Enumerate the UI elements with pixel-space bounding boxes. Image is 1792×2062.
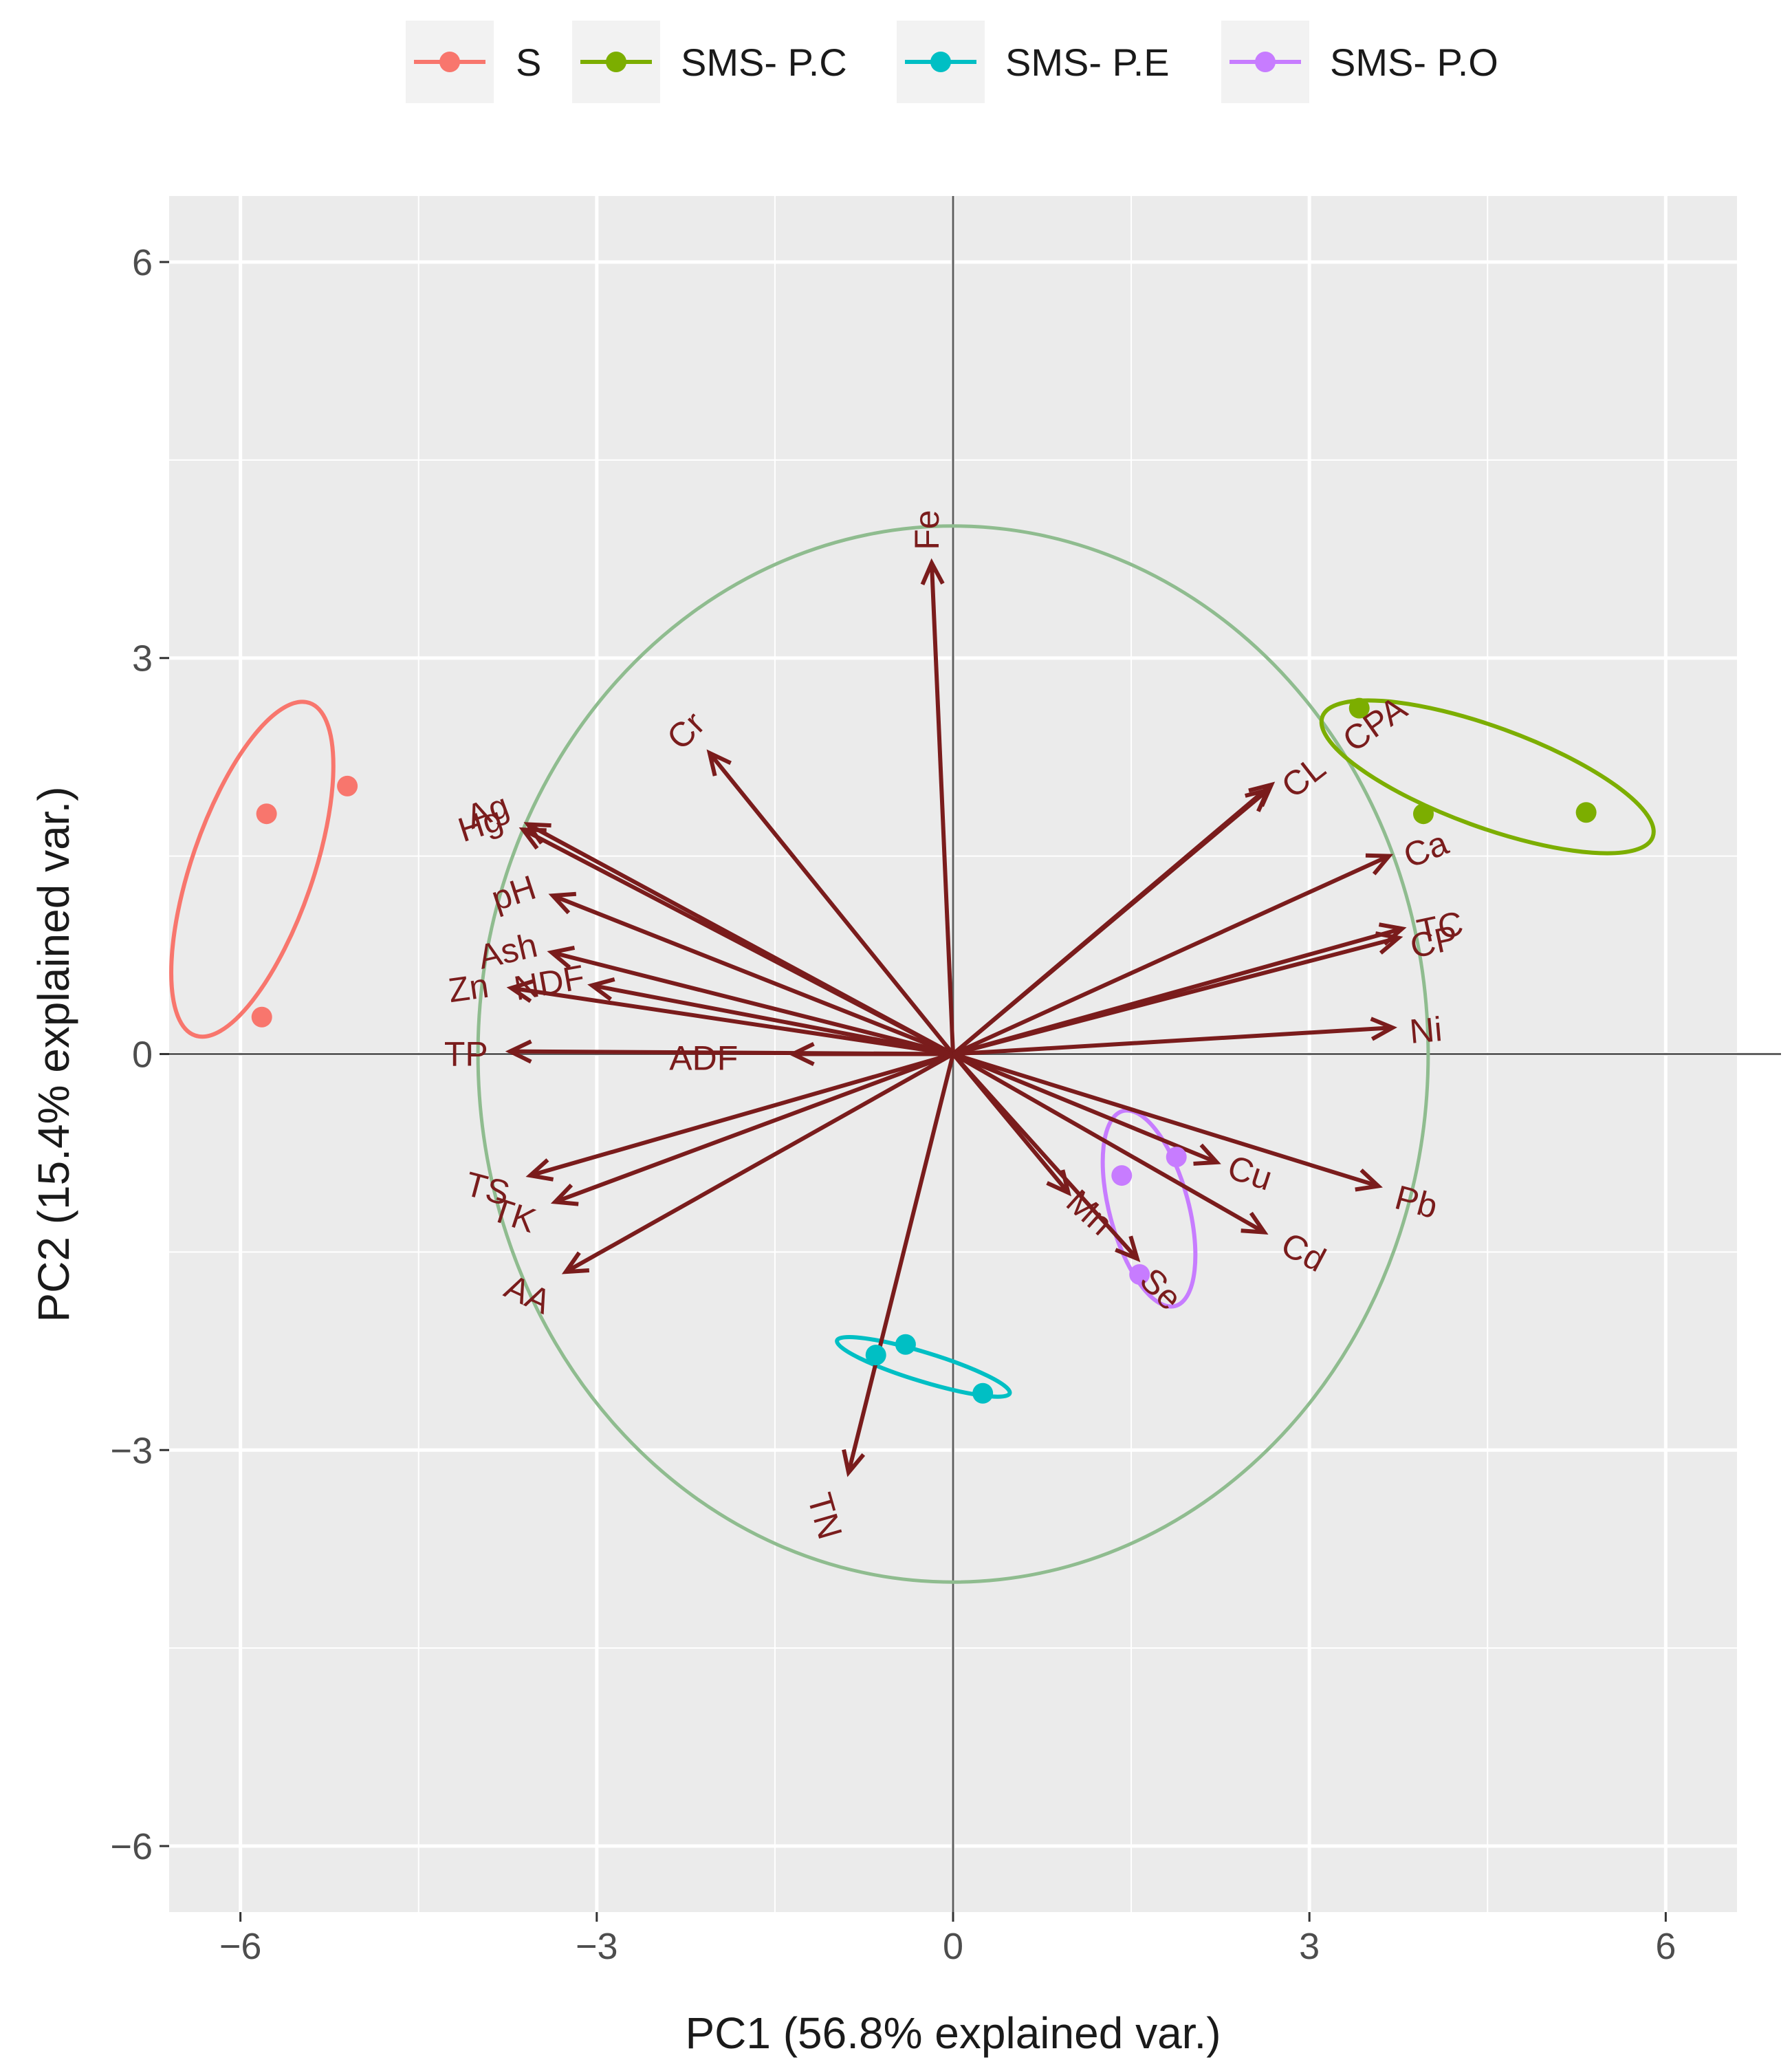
arrowhead-zn — [506, 979, 534, 1003]
arrow-cr — [708, 752, 955, 1056]
var-label-tc: TC — [1414, 904, 1467, 951]
arrowhead-cd — [1241, 1211, 1269, 1235]
loading-arrows — [505, 558, 1407, 1477]
arrowhead-tp — [505, 1039, 532, 1064]
x-tick-label: 0 — [943, 1926, 963, 1967]
arrow-fe — [929, 563, 955, 1054]
x-tick-label: 3 — [1299, 1926, 1320, 1967]
arrow-cp — [952, 935, 1399, 1056]
arrow-ph — [551, 893, 954, 1056]
arrowhead-cpa — [1248, 781, 1276, 807]
legend-key-point — [439, 52, 460, 72]
y-tick-label: −6 — [110, 1826, 153, 1867]
arrow-cpa — [952, 783, 1273, 1056]
arrowhead-ts — [525, 1158, 554, 1182]
legend-label: SMS- P.O — [1330, 41, 1498, 84]
point-smspc — [1575, 802, 1597, 823]
var-label-zn: Zn — [446, 966, 491, 1010]
x-tick-label: 6 — [1655, 1926, 1676, 1967]
y-tick-label: 6 — [132, 242, 153, 283]
arrow-ca — [952, 854, 1390, 1056]
var-label-adf: ADF — [669, 1039, 738, 1077]
correlation-circle-outline — [476, 524, 1430, 1584]
point-s — [256, 803, 277, 825]
point-s — [251, 1006, 272, 1028]
arrowhead-tk — [550, 1183, 579, 1206]
score-points — [251, 697, 1597, 1404]
point-smspe — [972, 1382, 994, 1404]
arrow-tp — [510, 1049, 954, 1056]
arrowhead-fe — [920, 558, 945, 585]
legend-key-point — [930, 52, 951, 72]
arrowhead-cr — [706, 749, 732, 777]
var-label-ni: Ni — [1408, 1010, 1443, 1051]
var-label-tp: TP — [444, 1035, 488, 1074]
point-s — [337, 775, 358, 796]
arrowhead-ph — [548, 891, 577, 915]
y-axis-title: PC2 (15.4% explained var.) — [29, 786, 78, 1322]
arrowhead-se — [1115, 1235, 1141, 1263]
arrowhead-ndf — [587, 977, 615, 1001]
y-tick-label: 3 — [132, 638, 153, 680]
point-smspc — [1348, 697, 1370, 719]
x-tick-label: −6 — [219, 1926, 262, 1967]
arrowhead-tn — [842, 1448, 866, 1477]
arrow-cu — [952, 1052, 1218, 1164]
point-smspc — [1413, 803, 1434, 825]
legend: S SMS- P.C SMS- P.E SMS- P.O — [406, 21, 1498, 103]
ellipse-s — [169, 699, 336, 1039]
arrow-se — [951, 1052, 1139, 1260]
arrowhead-cu — [1193, 1143, 1221, 1166]
x-tick-label: −3 — [576, 1926, 618, 1967]
ellipse-smspc — [1319, 698, 1656, 856]
group-ellipses — [169, 698, 1656, 1399]
arrowhead-ash — [547, 945, 576, 969]
arrow-aa — [565, 1052, 954, 1274]
ellipse-smspo — [1100, 1108, 1198, 1309]
point-smspo — [1166, 1147, 1187, 1168]
arrowhead-ni — [1370, 1017, 1397, 1041]
arrow-ni — [952, 1025, 1393, 1056]
arrowhead-cp — [1375, 931, 1403, 955]
point-smspe — [865, 1345, 886, 1366]
arrow-cd — [952, 1052, 1266, 1235]
var-label-fe: Fe — [908, 510, 946, 550]
legend-label: S — [516, 41, 541, 84]
point-smspo — [1111, 1165, 1133, 1186]
legend-label: SMS- P.C — [681, 41, 847, 84]
arrow-tk — [554, 1052, 954, 1204]
y-tick-label: −3 — [110, 1430, 153, 1471]
arrow-ts — [529, 1052, 954, 1177]
arrowhead-aa — [561, 1251, 590, 1274]
legend-label: SMS- P.E — [1005, 41, 1170, 84]
y-tick-label: 0 — [132, 1034, 153, 1076]
ellipse-smspe — [835, 1334, 1012, 1399]
arrow-ash — [551, 950, 954, 1056]
arrow-ndf — [591, 983, 954, 1056]
x-axis-title: PC1 (56.8% explained var.) — [685, 2008, 1221, 2058]
arrowhead-pb — [1355, 1169, 1383, 1192]
point-smspo — [1129, 1264, 1150, 1285]
arrowhead-hg — [518, 827, 547, 850]
arrow-hg — [522, 827, 954, 1056]
axis-ticks: −6 −3 0 3 6 −6 −3 0 3 6 — [110, 242, 1676, 1967]
arrow-tn — [846, 1053, 955, 1473]
legend-key-point — [606, 52, 626, 72]
correlation-circle — [476, 524, 1430, 1584]
arrow-zn — [511, 986, 954, 1056]
legend-key-point — [1255, 52, 1276, 72]
arrowhead-ca — [1365, 853, 1394, 876]
point-smspe — [895, 1334, 916, 1355]
arrow-pb — [952, 1052, 1379, 1189]
